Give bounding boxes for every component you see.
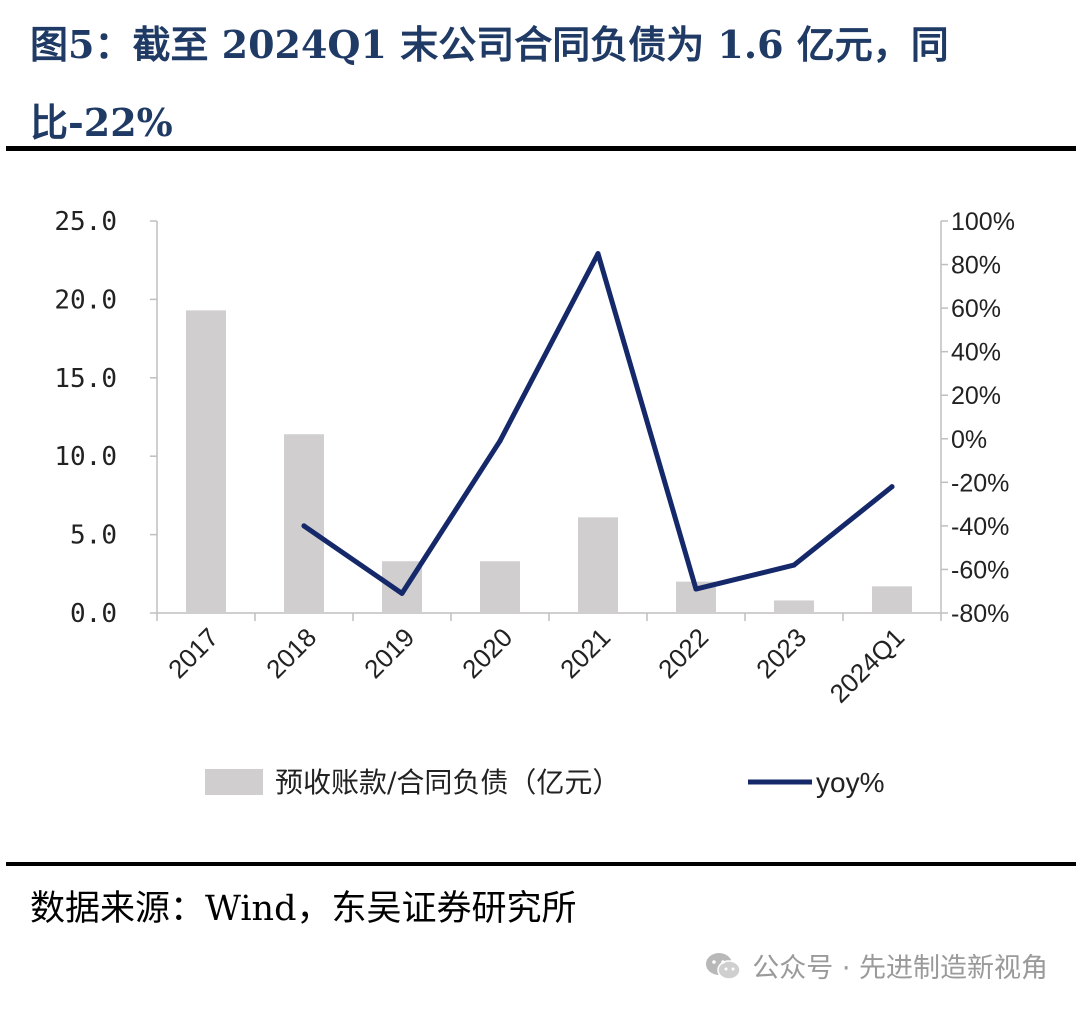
yoy-point <box>399 590 405 596</box>
x-tick-label: 2022 <box>652 622 714 684</box>
bar <box>480 561 520 613</box>
watermark-text: 公众号 · 先进制造新视角 <box>752 953 1048 984</box>
x-tick-label: 2023 <box>750 622 812 684</box>
bar <box>774 600 814 613</box>
bar <box>578 517 618 613</box>
yoy-point <box>595 251 601 257</box>
x-tick-label: 2024Q1 <box>824 622 911 709</box>
legend-line-label: yoy% <box>816 767 884 798</box>
right-tick-label: 0% <box>951 426 987 454</box>
x-tick-label: 2017 <box>162 622 224 684</box>
bar-series <box>186 310 912 613</box>
chart-legend: 预收账款/合同负债（亿元） yoy% <box>205 766 884 799</box>
yoy-point <box>889 484 895 490</box>
right-tick-label: -20% <box>951 469 1009 497</box>
x-tick-label: 2018 <box>260 622 322 684</box>
legend-bar-swatch <box>205 769 263 795</box>
yoy-point <box>791 562 797 568</box>
line-series <box>301 251 895 596</box>
chart-title: 图5：截至 2024Q1 末公司合同负债为 1.6 亿元，同比-22% <box>30 22 949 145</box>
yoy-point <box>693 586 699 592</box>
chart: 0.0 5.0 10.0 15.0 20.0 25.0 -80% -60% -40% -20% 0%… <box>54 207 1015 799</box>
legend-bar-label: 预收账款/合同负债（亿元） <box>275 766 620 799</box>
top-rule <box>6 146 1076 151</box>
x-tick-label: 2020 <box>456 622 518 684</box>
left-tick-label: 5.0 <box>70 521 117 551</box>
source-note: 数据来源：Wind，东吴证券研究所 <box>30 889 577 929</box>
wechat-icon <box>706 952 741 980</box>
bar <box>186 310 226 613</box>
chart-axes <box>150 220 948 621</box>
right-tick-label: -40% <box>951 513 1009 541</box>
right-tick-label: 60% <box>951 295 1001 323</box>
right-tick-label: 100% <box>951 208 1015 236</box>
x-tick-label: 2019 <box>358 622 420 684</box>
x-tick-label: 2021 <box>554 622 616 684</box>
left-tick-label: 15.0 <box>54 364 117 394</box>
left-tick-label: 25.0 <box>54 207 117 237</box>
right-tick-label: 80% <box>951 252 1001 280</box>
right-tick-label: -60% <box>951 556 1009 584</box>
bottom-rule <box>6 862 1076 866</box>
yoy-point <box>301 523 307 529</box>
left-tick-label: 10.0 <box>54 442 117 472</box>
right-tick-label: -80% <box>951 600 1009 628</box>
right-tick-label: 20% <box>951 382 1001 410</box>
bar <box>872 586 912 613</box>
watermark: 公众号 · 先进制造新视角 <box>704 946 1048 985</box>
left-tick-label: 20.0 <box>54 285 117 315</box>
left-tick-label: 0.0 <box>70 599 117 629</box>
yoy-point <box>497 438 503 444</box>
right-tick-label: 40% <box>951 339 1001 367</box>
